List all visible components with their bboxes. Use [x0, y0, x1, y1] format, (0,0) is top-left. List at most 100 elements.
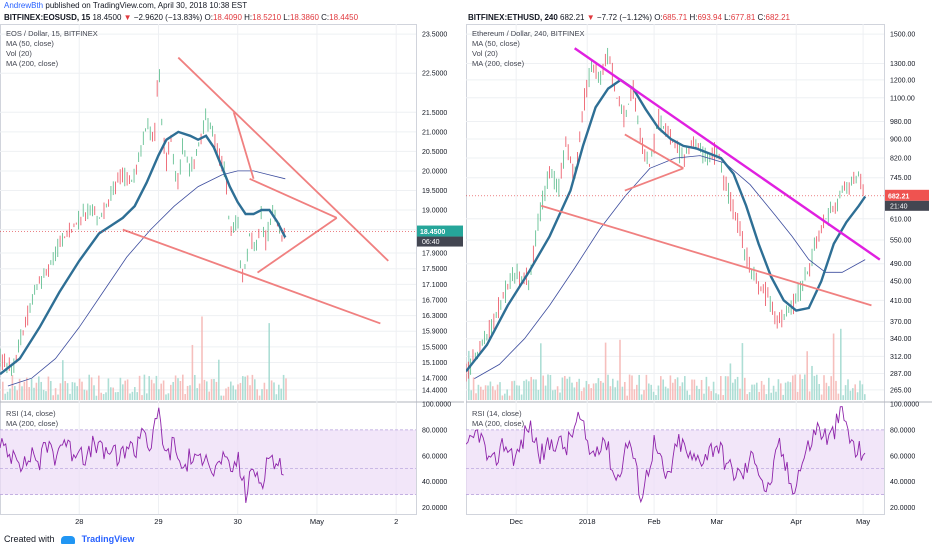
volume-bar: [837, 393, 840, 400]
volume-bar: [102, 394, 105, 400]
volume-bar: [597, 378, 600, 400]
volume-bar: [710, 391, 712, 400]
volume-bar: [105, 392, 107, 400]
volume-bar: [537, 389, 540, 400]
volume-bar: [141, 395, 143, 400]
volume-bar: [763, 384, 765, 400]
volume-bar: [280, 388, 282, 400]
left-open: 18.4090: [212, 13, 242, 22]
volume-bar: [595, 383, 597, 400]
volume-bar: [804, 374, 806, 400]
volume-bar: [854, 384, 856, 400]
volume-bar: [626, 395, 628, 400]
volume-bar: [191, 344, 194, 400]
indicator-legend: Vol (20): [6, 49, 32, 58]
volume-bar: [88, 374, 90, 400]
volume-bar: [588, 384, 590, 400]
volume-bar: [150, 379, 153, 400]
volume-bar: [282, 374, 285, 400]
volume-bar: [81, 381, 83, 400]
volume-bar: [475, 393, 477, 400]
volume-bar: [270, 380, 273, 400]
y-tick-label: 287.00: [890, 371, 912, 378]
trendline: [573, 47, 881, 261]
rsi-tick-label: 100.0000: [890, 402, 919, 409]
volume-bar: [808, 391, 811, 400]
volume-bar: [232, 385, 234, 400]
volume-bar: [172, 381, 174, 400]
x-tick-label: May: [856, 517, 870, 526]
volume-bar: [501, 395, 504, 400]
volume-bar: [35, 382, 38, 400]
y-tick-label: 20.0000: [422, 168, 447, 175]
volume-bar: [242, 376, 244, 400]
published-text: published on TradingView.com, April 30, …: [45, 1, 248, 10]
eos-chart[interactable]: 23.5000 22.5000 21.5000 21.0000 20.5000 20.00…: [0, 24, 464, 528]
volume-bar: [664, 386, 667, 400]
time-tag: [417, 236, 463, 247]
volume-bar: [571, 382, 573, 400]
instrument-legend: Ethereum / Dollar, 240, BITFINEX: [472, 29, 585, 38]
volume-bar: [590, 388, 592, 400]
volume-bar: [684, 376, 686, 400]
volume-bar: [688, 394, 691, 400]
y-tick-label: 23.5000: [422, 32, 447, 39]
volume-bar: [628, 374, 631, 400]
y-tick-label: 410.00: [890, 298, 912, 305]
volume-bar: [210, 379, 213, 400]
rsi-tick-label: 60.0000: [890, 453, 915, 460]
volume-bar: [220, 395, 222, 400]
volume-bar: [744, 377, 746, 400]
volume-bar: [278, 384, 280, 400]
volume-bar: [736, 376, 739, 400]
volume-bar: [748, 392, 751, 400]
x-tick-label: Feb: [648, 517, 661, 526]
volume-bar: [64, 381, 66, 400]
volume-bar: [69, 393, 71, 400]
volume-bar: [578, 378, 580, 400]
volume-bar: [717, 394, 720, 400]
volume-bar: [230, 381, 232, 400]
volume-bar: [585, 380, 588, 400]
volume-bar: [787, 381, 789, 400]
volume-bar: [784, 382, 787, 400]
volume-bar: [196, 388, 198, 400]
volume-bar: [2, 381, 4, 400]
volume-bar: [124, 380, 126, 400]
indicator-legend: MA (50, close): [6, 39, 54, 48]
volume-bar: [640, 394, 643, 400]
volume-bar: [129, 393, 131, 400]
volume-bar: [693, 379, 696, 400]
volume-bar: [734, 379, 736, 400]
volume-bar: [184, 394, 186, 400]
volume-bar: [645, 374, 648, 400]
x-tick-label: Apr: [790, 517, 802, 526]
volume-bar: [42, 389, 45, 400]
rsi-line: [466, 406, 866, 504]
volume-bar: [544, 385, 547, 400]
volume-bar: [273, 382, 275, 400]
volume-bar: [206, 381, 208, 400]
volume-bar: [535, 379, 537, 400]
eth-chart[interactable]: 1500.00 1300.00 1200.00 1100.00 980.00 900.00…: [466, 24, 932, 528]
rsi-legend: MA (200, close): [472, 419, 525, 428]
author-link[interactable]: AndrewBth: [4, 1, 44, 10]
volume-bar: [480, 386, 482, 400]
volume-bar: [676, 377, 679, 400]
volume-bar: [724, 376, 727, 400]
volume-bar: [54, 388, 57, 400]
tradingview-brand-link[interactable]: TradingView: [81, 534, 135, 544]
volume-bar: [849, 390, 852, 400]
volume-bar: [564, 375, 566, 400]
volume-bar: [122, 384, 124, 400]
volume-bar: [715, 393, 717, 400]
volume-bar: [131, 391, 134, 400]
volume-bar: [38, 376, 40, 400]
volume-bar: [554, 389, 556, 400]
volume-bar: [686, 390, 688, 400]
trendline: [177, 56, 389, 262]
volume-bar: [818, 383, 820, 400]
y-tick-label: 16.3000: [422, 313, 447, 320]
volume-bar: [23, 381, 26, 400]
volume-bar: [696, 385, 698, 400]
